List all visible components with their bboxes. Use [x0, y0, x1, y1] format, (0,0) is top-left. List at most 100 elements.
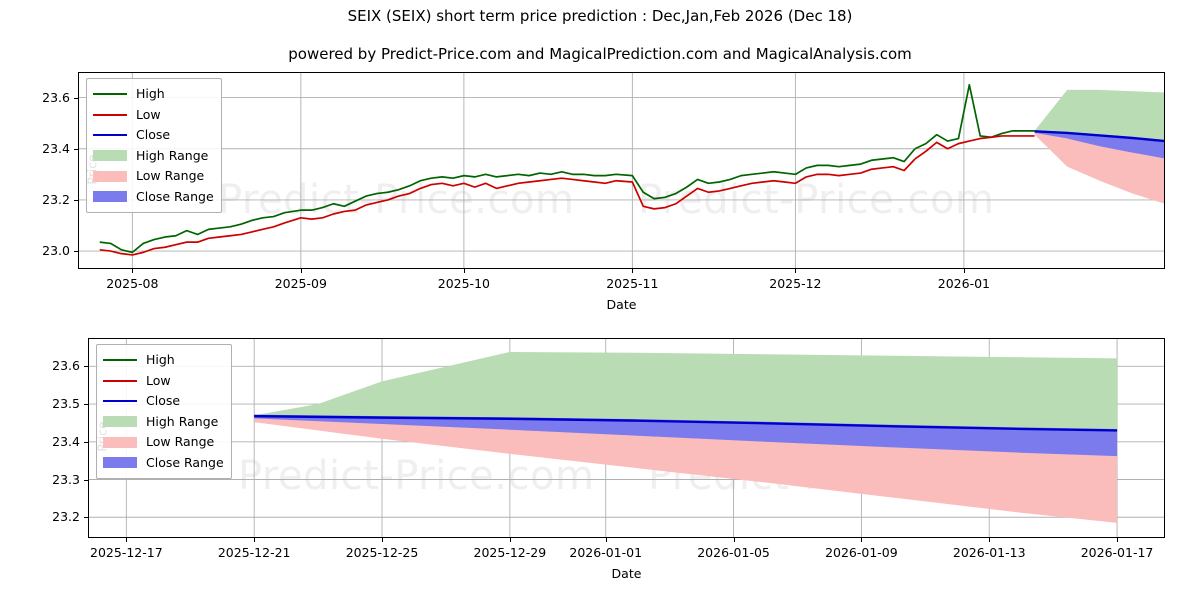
x-tick-mark [632, 269, 634, 273]
page-subtitle: powered by Predict-Price.com and Magical… [288, 45, 912, 63]
x-tick-label: 2026-01-01 [569, 545, 643, 560]
x-tick-mark [509, 538, 511, 542]
x-tick-label: 2025-10 [437, 276, 490, 291]
x-tick-mark [795, 269, 797, 273]
y-tick-mark [74, 199, 78, 201]
x-tick-label: 2025-12 [769, 276, 822, 291]
x-tick-label: 2026-01 [937, 276, 990, 291]
legend-item-low-range[interactable]: Low Range [103, 432, 224, 453]
y-tick-mark [84, 479, 88, 481]
y-tick-label: 23.6 [52, 358, 80, 374]
y-tick-mark [84, 441, 88, 443]
x-axis-label: Date [611, 566, 642, 581]
legend-swatch-patch [93, 191, 127, 203]
x-tick-label: 2026-01-17 [1080, 545, 1154, 560]
x-tick-label: 2025-12-29 [473, 545, 547, 560]
chart-legend[interactable]: High Low Close High Range Low Range Close Ran… [86, 78, 222, 213]
legend-item-low[interactable]: Low [103, 371, 224, 392]
band-high-range [1034, 89, 1165, 142]
y-tick-mark [84, 366, 88, 368]
legend-label: High [146, 352, 175, 367]
y-tick-mark [84, 517, 88, 519]
series-low [99, 158, 916, 256]
y-tick-label: 23.6 [42, 89, 70, 105]
y-tick-label: 23.2 [52, 509, 80, 525]
chart-legend[interactable]: High Low Close High Range Low Range Close Ran… [96, 344, 232, 479]
x-tick-label: 2025-11 [606, 276, 659, 291]
gridlines [78, 72, 1165, 269]
legend-label: High Range [146, 413, 219, 429]
legend-swatch-patch [93, 170, 127, 182]
legend-swatch-line [103, 395, 137, 407]
plot-area: Predict-Price.comPredict-Price.comPredic… [78, 72, 1165, 269]
x-tick-label: 2025-12-21 [217, 545, 291, 560]
legend-swatch-line [103, 354, 137, 366]
legend-swatch-patch [103, 457, 137, 469]
legend-item-high[interactable]: High [93, 84, 214, 105]
legend-swatch-patch [103, 416, 137, 428]
legend-label: Low [146, 372, 171, 388]
x-tick-mark [989, 538, 991, 542]
legend-item-high[interactable]: High [103, 350, 224, 371]
legend-label: High Range [136, 147, 209, 163]
legend-item-close[interactable]: Close [103, 391, 224, 412]
legend-label: Low Range [136, 168, 205, 183]
series-low-late [914, 135, 1035, 160]
legend-label: Close [136, 127, 171, 142]
x-tick-label: 2026-01-05 [697, 545, 770, 560]
legend-swatch-line [93, 109, 127, 121]
legend-item-high-range[interactable]: High Range [93, 146, 214, 167]
x-tick-mark [132, 269, 134, 273]
x-tick-label: 2026-01-13 [952, 545, 1026, 560]
legend-item-close[interactable]: Close [93, 125, 214, 146]
y-tick-label: 23.0 [42, 243, 70, 259]
x-tick-mark [861, 538, 863, 542]
band-high-range [254, 351, 1118, 431]
x-tick-mark [254, 538, 256, 542]
x-axis-label: Date [606, 297, 637, 312]
legend-swatch-patch [93, 150, 127, 162]
series-close-forecast [1034, 130, 1165, 143]
y-tick-label: 23.2 [42, 191, 70, 207]
legend-label: Low [136, 106, 161, 122]
x-tick-label: 2025-12-25 [345, 545, 419, 560]
legend-swatch-line [93, 129, 127, 141]
y-tick-mark [74, 251, 78, 253]
legend-item-close-range[interactable]: Close Range [93, 187, 214, 208]
y-tick-mark [74, 97, 78, 99]
legend-swatch-line [93, 88, 127, 100]
legend-item-low[interactable]: Low [93, 105, 214, 126]
legend-label: High [136, 86, 165, 101]
legend-item-low-range[interactable]: Low Range [93, 166, 214, 187]
series-high-late [914, 83, 1035, 150]
y-tick-mark [84, 404, 88, 406]
legend-label: Low Range [146, 434, 215, 449]
overview-chart: Predict-Price.comPredict-Price.comPredic… [42, 72, 1165, 312]
x-tick-mark [382, 538, 384, 542]
x-tick-label: 2025-08 [106, 276, 159, 291]
y-tick-label: 23.4 [42, 140, 70, 156]
x-tick-mark [605, 538, 607, 542]
x-tick-mark [300, 269, 302, 273]
legend-item-high-range[interactable]: High Range [103, 412, 224, 433]
legend-label: Close Range [136, 188, 214, 204]
y-tick-label: 23.5 [52, 396, 80, 412]
series-high [99, 148, 916, 254]
legend-item-close-range[interactable]: Close Range [103, 453, 224, 474]
x-tick-label: 2026-01-09 [825, 545, 898, 560]
band-close-range [254, 414, 1118, 457]
x-tick-label: 2025-09 [274, 276, 327, 291]
x-tick-mark [463, 269, 465, 273]
y-tick-mark [74, 148, 78, 150]
legend-label: Close [146, 393, 181, 408]
page-title: SEIX (SEIX) short term price prediction … [347, 7, 853, 25]
legend-swatch-line [103, 375, 137, 387]
x-tick-mark [126, 538, 128, 542]
x-tick-mark [963, 269, 965, 273]
x-tick-mark [733, 538, 735, 542]
y-tick-label: 23.3 [52, 471, 80, 487]
series-close [254, 414, 1118, 432]
